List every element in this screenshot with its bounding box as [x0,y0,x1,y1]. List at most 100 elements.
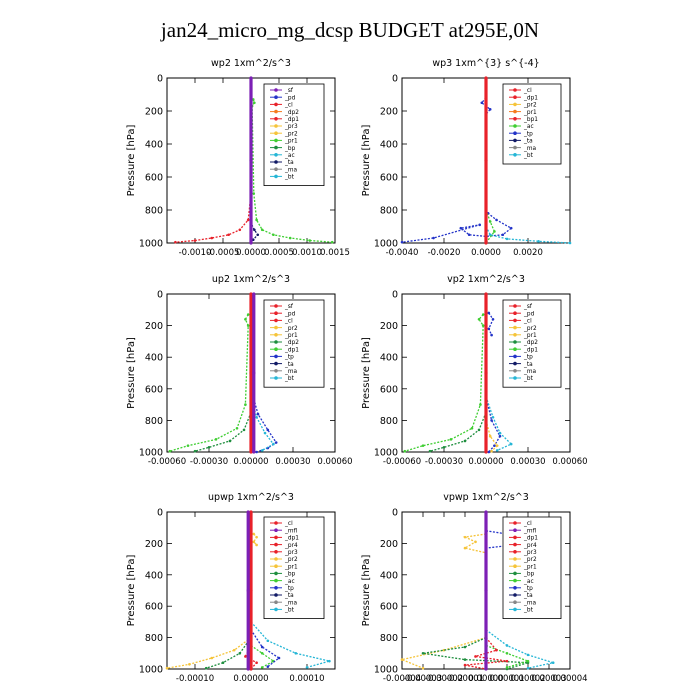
data-point [330,240,334,244]
data-point [491,317,495,321]
data-point [260,228,264,232]
data-point [256,412,260,416]
data-point [252,540,256,544]
data-point [449,438,453,441]
panel-title: vpwp 1xm^2/s^3 [443,492,529,503]
data-point [214,438,218,441]
legend-label: _pr2 [284,557,298,563]
data-point [403,449,407,453]
x-tick-label: -0.00004 [383,674,421,684]
legend-label: _bt [284,608,295,614]
data-point [421,666,425,670]
legend-marker [513,528,517,532]
legend-marker [513,571,517,576]
legend-marker [513,578,517,583]
legend-marker [274,333,278,337]
y-tick-label: 0 [392,290,398,301]
legend-marker [513,607,517,612]
legend-marker [513,542,517,547]
legend-label: _pr2 [523,557,537,563]
y-tick-label: 400 [145,570,163,581]
legend-marker [274,564,278,568]
panel-title: wp3 1xm^{3} s^{-4} [432,58,539,69]
data-point [479,403,482,406]
y-tick-label: 400 [380,140,398,151]
data-point [244,655,247,658]
series-line [485,420,499,452]
series-line [404,314,484,452]
legend-label: _pd [523,311,535,317]
legend-label: _pr4 [284,543,298,549]
legend-marker [274,318,278,323]
data-point [266,428,270,432]
x-tick-label: 0.0020 [513,248,543,258]
series-line [253,533,258,546]
legend-label: _pr1 [523,110,537,116]
legend-label: _bp [523,572,535,578]
x-tick-label: -0.0040 [386,248,419,258]
data-point [255,543,258,547]
data-point [498,434,502,438]
legend-marker [513,340,517,344]
data-point [288,236,292,240]
data-point [193,239,197,242]
legend-marker [513,586,517,590]
data-point [484,450,488,454]
legend-label: _tp [284,586,294,592]
legend-marker [274,542,278,547]
y-tick-label: 400 [380,353,398,364]
data-point [221,661,225,665]
legend-label: _mfl [284,528,298,534]
y-tick-label: 1000 [139,665,163,676]
data-point [253,101,256,105]
legend-marker [513,102,517,107]
legend-label: _ta [284,593,294,599]
legend-label: _bp [284,146,296,152]
data-point [260,666,264,669]
series-line [488,312,494,336]
x-tick-label: 0.0000 [471,248,501,258]
data-point [490,449,493,453]
data-point [463,645,467,649]
data-point [252,450,256,454]
legend-label: _pr2 [284,131,298,137]
data-point [505,666,509,669]
legend-label: _dp2 [284,110,299,116]
data-point [505,237,509,241]
data-point [484,158,488,163]
legend-label: _pr3 [284,550,298,556]
legend-marker [513,369,517,373]
legend-marker [513,311,517,316]
legend-marker [274,160,278,164]
data-point [484,76,488,80]
legend-marker [274,124,278,128]
y-tick-label: 600 [380,173,398,184]
data-point [526,653,530,657]
legend-label: _dp2 [523,340,538,346]
x-tick-label: 0.00030 [510,457,545,467]
legend-label: _dp2 [284,340,299,346]
y-tick-label: 0 [157,74,163,85]
legend-marker [274,361,278,366]
data-point [274,441,278,444]
data-point [272,442,275,446]
legend-label: _ma [284,369,298,375]
legend-marker [274,109,278,114]
legend-label: _ma [523,146,537,152]
legend-marker [513,145,517,150]
legend-label: _dp1 [523,536,538,542]
y-tick-label: 600 [145,602,163,613]
data-point [509,226,513,230]
data-point [210,656,214,660]
chart-panel-3: up2 1xm^2/s^3 Pressure [hPa] 0 200 400 600 800… [126,274,353,467]
data-point [249,371,253,375]
data-point [493,230,496,233]
y-axis-label: Pressure [hPa] [126,555,137,627]
legend-box [263,83,325,186]
data-point [249,76,253,80]
legend-label: _ma [284,167,298,173]
data-point [477,317,481,321]
y-axis-label: Pressure [hPa] [361,555,372,627]
legend-label: _pr1 [284,564,298,570]
